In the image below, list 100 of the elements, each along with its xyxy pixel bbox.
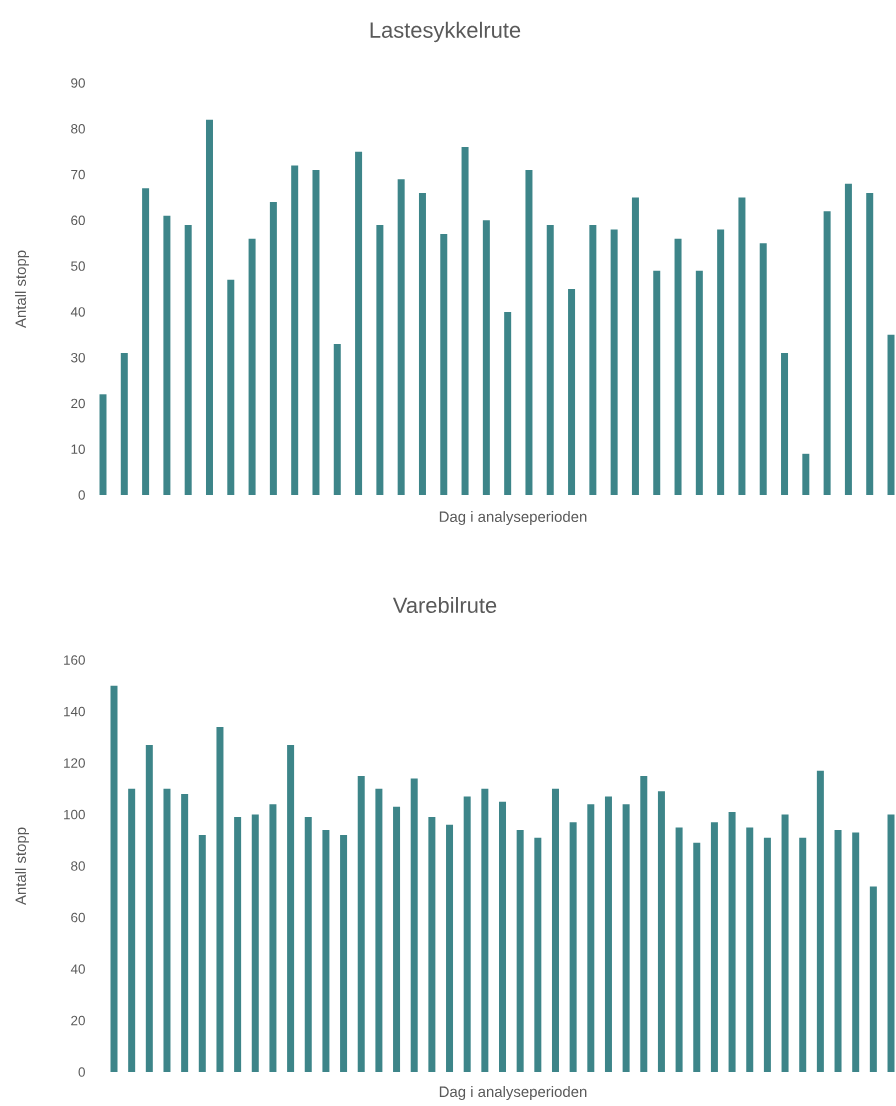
bar	[110, 685, 118, 1073]
bar	[823, 211, 831, 496]
bar	[181, 793, 189, 1073]
bar	[525, 169, 533, 496]
bar	[481, 788, 489, 1073]
bar	[781, 814, 789, 1073]
bar	[781, 353, 789, 496]
y-tick-label: 90	[71, 78, 85, 88]
bar	[693, 842, 701, 1073]
y-tick-label: 30	[71, 352, 85, 363]
bar	[428, 817, 436, 1073]
bar	[287, 744, 295, 1073]
bar	[357, 775, 365, 1073]
bar	[198, 835, 206, 1073]
bar	[482, 220, 490, 496]
y-tick-label: 160	[64, 655, 85, 665]
bar	[291, 165, 299, 496]
bar	[504, 311, 512, 496]
y-tick-label: 20	[71, 398, 85, 409]
y-tick-label: 0	[78, 1067, 85, 1077]
bar	[269, 202, 277, 496]
bar	[568, 289, 576, 496]
bar	[163, 788, 171, 1073]
y-tick-label: 60	[71, 215, 85, 226]
bar	[887, 334, 895, 496]
bar	[205, 119, 213, 496]
y-tick-label: 10	[71, 444, 85, 454]
y-tick-label: 70	[71, 169, 85, 180]
bar	[312, 169, 320, 496]
bar	[887, 814, 895, 1073]
bar	[834, 829, 842, 1073]
bar	[695, 270, 703, 496]
y-axis-title: Antall stopp	[15, 250, 29, 329]
bar	[322, 829, 330, 1073]
bar	[852, 832, 860, 1073]
bar	[410, 778, 418, 1073]
y-tick-label: 100	[64, 809, 85, 820]
bar	[120, 353, 128, 496]
x-axis-title: Dag i analyseperioden	[439, 1086, 587, 1100]
y-tick-label: 80	[71, 124, 85, 134]
bar	[551, 788, 559, 1073]
bar	[269, 804, 277, 1073]
bar	[674, 238, 682, 496]
chart-title: Varebilrute	[392, 596, 497, 614]
x-axis-title: Dag i analyseperioden	[439, 511, 587, 525]
bar	[844, 183, 852, 496]
bar	[145, 744, 153, 1073]
chart-title: Lastesykkelrute	[370, 21, 521, 43]
bar	[516, 829, 524, 1073]
bar	[397, 179, 405, 496]
y-tick-label: 60	[71, 912, 85, 923]
bar	[631, 197, 639, 496]
y-axis-title: Antall stopp	[15, 827, 29, 906]
bar	[393, 806, 401, 1073]
y-tick-label: 140	[64, 706, 85, 717]
y-tick-label: 40	[70, 964, 85, 974]
bar	[710, 822, 718, 1073]
bar	[251, 814, 259, 1073]
bar	[355, 151, 363, 496]
bar	[340, 835, 348, 1073]
bar	[717, 229, 725, 496]
bar	[375, 788, 383, 1073]
bar	[728, 811, 736, 1073]
y-tick-label: 0	[78, 490, 85, 500]
bar	[610, 229, 618, 496]
bar	[640, 775, 648, 1073]
bar	[799, 837, 807, 1073]
bar	[376, 224, 384, 496]
bar	[216, 726, 224, 1073]
y-tick-label: 120	[64, 758, 85, 768]
bar	[816, 770, 824, 1073]
bar	[589, 224, 597, 496]
bar	[869, 886, 877, 1073]
bar	[759, 243, 767, 496]
bar	[657, 791, 665, 1073]
y-tick-label: 40	[70, 307, 85, 317]
bar	[604, 796, 612, 1073]
bar	[463, 796, 471, 1073]
bar	[461, 147, 469, 496]
bar	[802, 453, 810, 496]
bar	[738, 197, 746, 496]
bar	[569, 822, 577, 1073]
bar	[142, 188, 150, 496]
bar	[128, 788, 136, 1073]
bar	[653, 270, 661, 496]
y-tick-label: 80	[71, 861, 85, 871]
bar	[234, 817, 242, 1073]
bar	[440, 234, 448, 496]
bar	[163, 215, 171, 496]
bar	[99, 394, 107, 496]
bar	[534, 837, 542, 1073]
bar	[333, 343, 341, 496]
bar	[418, 192, 426, 496]
bar	[622, 804, 630, 1073]
bar	[248, 238, 256, 496]
bar	[227, 279, 235, 496]
y-tick-label: 20	[71, 1015, 85, 1026]
bar	[499, 801, 507, 1073]
bar	[763, 837, 771, 1073]
bar	[866, 192, 874, 496]
